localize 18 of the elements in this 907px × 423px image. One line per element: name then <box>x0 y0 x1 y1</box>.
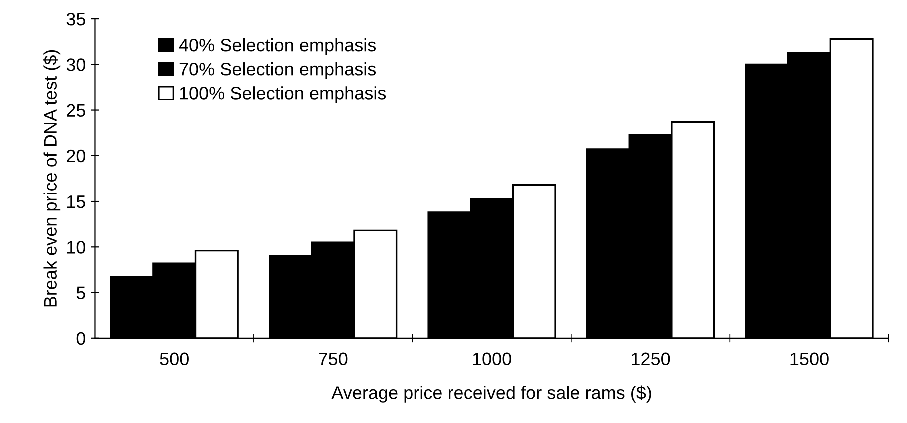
y-tick-label: 30 <box>66 58 86 72</box>
legend-label: 70% Selection emphasis <box>180 62 376 80</box>
y-tick-label: 20 <box>67 150 86 163</box>
x-tick-label: 750 <box>319 352 348 366</box>
x-tick-label: 1500 <box>790 352 829 366</box>
y-tick-label: 15 <box>68 196 86 208</box>
x-tick-label: 500 <box>160 352 189 366</box>
y-tick-label: 10 <box>68 241 86 254</box>
x-axis-title: Average price received for sale rams ($) <box>332 386 652 403</box>
y-tick-label: 0 <box>76 332 86 346</box>
y-tick-label: 25 <box>67 104 86 117</box>
y-tick-label: 35 <box>66 12 86 26</box>
x-tick-label: 1250 <box>632 352 670 366</box>
legend-label: 40% Selection emphasis <box>179 38 376 56</box>
y-tick-label: 5 <box>76 286 86 300</box>
y-axis-title: Break even price of DNA test ($) <box>43 50 61 307</box>
legend-label: 100% Selection emphasis <box>180 86 386 104</box>
x-tick-label: 1000 <box>473 352 512 366</box>
